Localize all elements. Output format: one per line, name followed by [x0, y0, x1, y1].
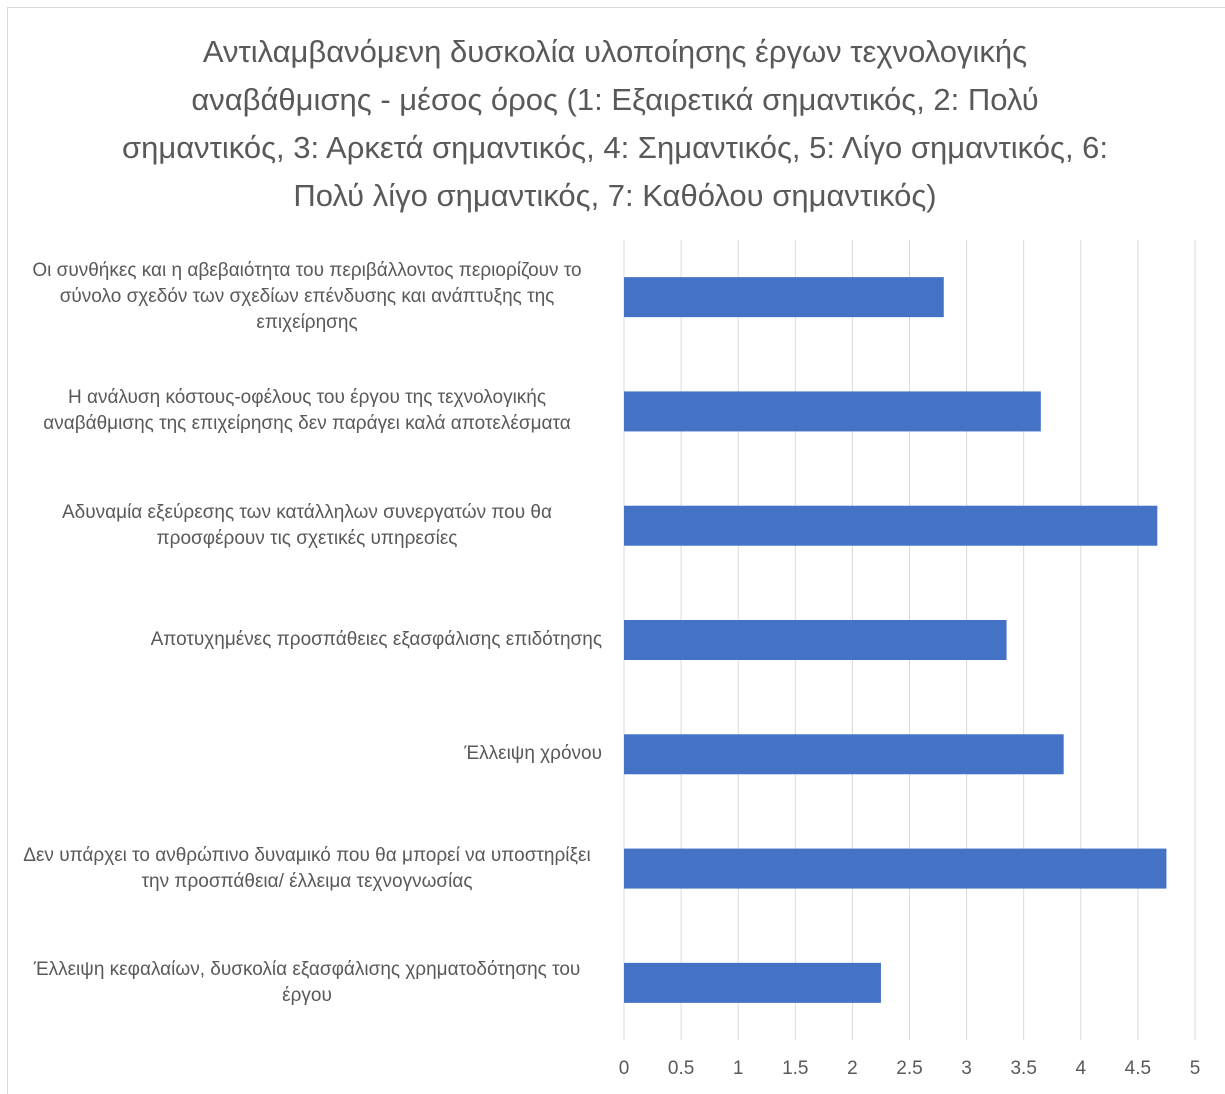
chart-title: Αντιλαμβανόμενη δυσκολία υλοποίησης έργω…: [121, 34, 1109, 213]
bar: [624, 391, 1041, 432]
x-tick-label: 0: [618, 1058, 630, 1079]
x-tick-label: 1.5: [782, 1058, 809, 1079]
x-tick-label: 0.5: [667, 1058, 695, 1079]
y-tick-label: Η ανάλυση κόστους-οφέλους του έργου της …: [43, 387, 571, 435]
y-tick-label: Οι συνθήκες και η αβεβαιότητα του περιβά…: [32, 260, 582, 334]
bar: [624, 962, 881, 1003]
bar: [624, 734, 1064, 775]
bar: [624, 505, 1158, 546]
chart-border: [7, 7, 1225, 1094]
bar: [624, 620, 1007, 660]
y-tick-label: Δεν υπάρχει το ανθρώπινο δυναμικό που θα…: [23, 844, 591, 892]
y-tick-label: Έλλειψη κεφαλαίων, δυσκολία εξασφάλισης …: [33, 958, 581, 1006]
x-tick-label: 2: [847, 1058, 858, 1079]
bar: [624, 848, 1167, 889]
y-tick-label: Αποτυχημένες προσπάθειες εξασφάλισης επι…: [150, 629, 602, 650]
x-tick-label: 4: [1075, 1058, 1087, 1079]
bar: [624, 277, 944, 318]
x-tick-label: 3: [961, 1058, 972, 1079]
x-tick-label: 3.5: [1010, 1058, 1037, 1079]
x-tick-label: 4.5: [1124, 1058, 1152, 1079]
x-tick-label: 5: [1189, 1058, 1201, 1079]
x-tick-label: 2.5: [896, 1058, 923, 1079]
y-tick-label: Έλλειψη χρόνου: [464, 743, 602, 765]
y-tick-label: Αδυναμία εξεύρεσης των κατάλληλων συνεργ…: [62, 501, 552, 549]
x-tick-label: 1: [732, 1058, 744, 1079]
